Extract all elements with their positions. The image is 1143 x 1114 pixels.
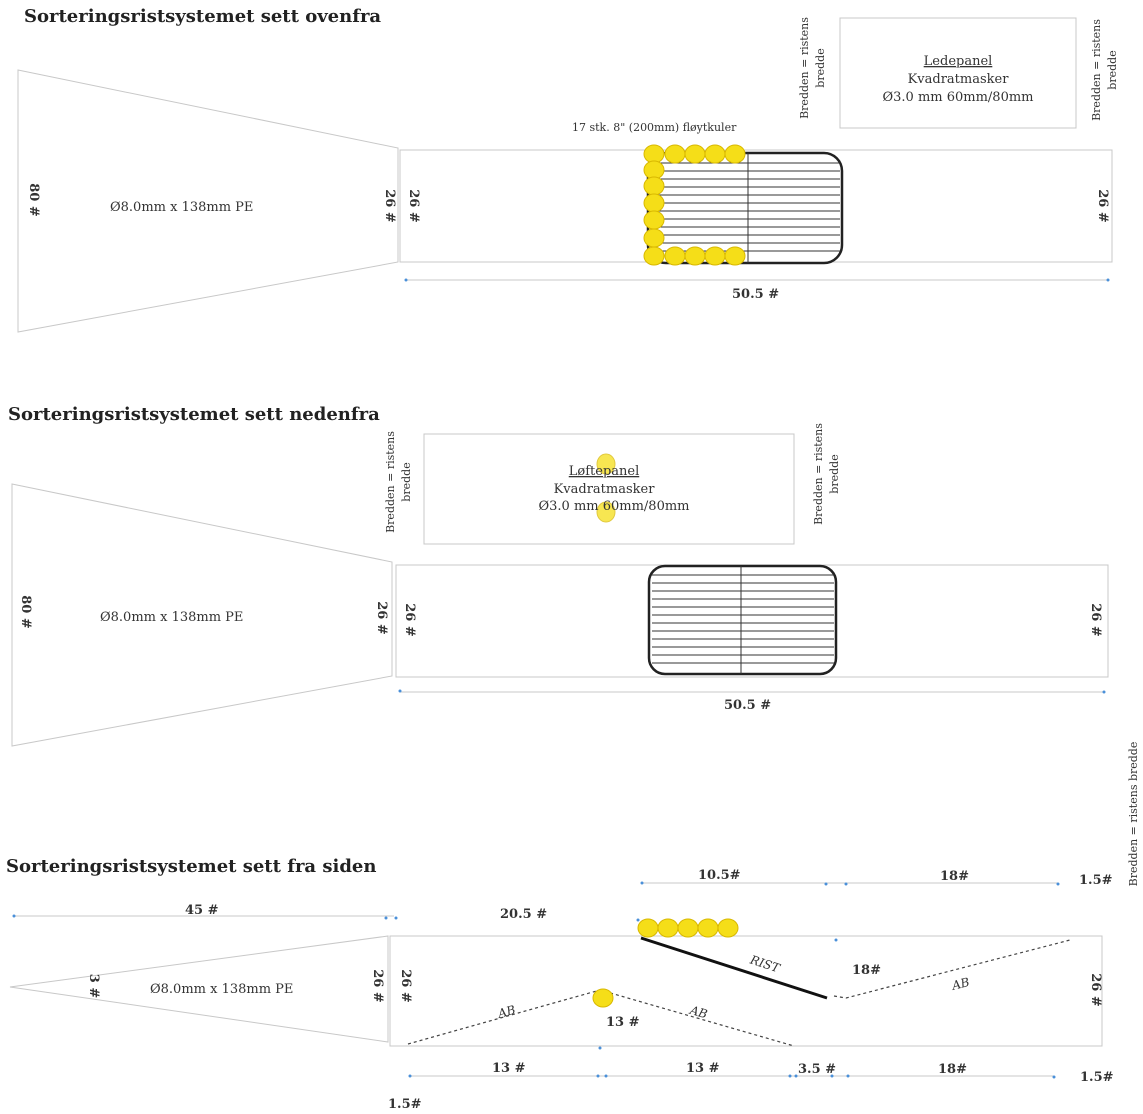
side-dim-1-5-top: 1.5# [1079,873,1113,888]
top-guide-panel [839,17,1077,129]
svg-text:Bredden = ristens: Bredden = ristens [1090,19,1103,121]
bottom-grate [647,564,838,676]
bottom-view-title: Sorteringsristsystemet sett nedenfra [8,404,380,425]
side-dim-18-top: 18# [940,869,969,884]
side-grate-line [640,936,828,1000]
bottom-lift-panel-title: Løftepanel [569,464,639,479]
top-guide-panel-mesh: Kvadratmasker [908,72,1010,87]
bottom-length: 50.5 # [724,698,771,713]
side-dim-1-5-left: 1.5# [388,1097,422,1112]
bottom-grate-bars [652,566,834,674]
svg-text:Bredden = ristens: Bredden = ristens [384,431,397,533]
side-width-note: Bredden = ristens bredde [1127,742,1140,887]
side-ab-middle: AB [687,1003,709,1022]
side-dim-13-mid: 13 # [606,1015,640,1030]
top-floats-label: 17 stk. 8" (200mm) fløytkuler [572,121,737,134]
side-mid-count-left: 26 # [370,969,385,1003]
bottom-mid-count: 26 # [374,601,389,635]
top-width-note-right: Bredden = ristens bredde [1090,19,1119,121]
side-mesh-label: Ø8.0mm x 138mm PE [150,982,293,997]
bottom-section-count-left: 26 # [402,603,417,637]
bottom-lift-panel-mesh: Kvadratmasker [554,482,656,497]
svg-text:Bredden = ristens: Bredden = ristens [798,17,811,119]
top-floats [643,144,746,266]
side-ab-upper-panel [833,939,1071,999]
side-dim-18-bottom: 18# [938,1062,967,1077]
top-mesh-label: Ø8.0mm x 138mm PE [110,200,253,215]
bottom-lift-panel [423,433,795,545]
top-grate [646,151,844,265]
top-left-count: 80 # [26,183,41,217]
side-dim-45: 45 # [185,903,219,918]
top-view: Sorteringsristsystemet sett ovenfra 80 #… [17,6,1119,333]
bottom-float-upper [596,453,616,475]
side-view-title: Sorteringsristsystemet sett fra siden [6,856,376,877]
top-length: 50.5 # [732,287,779,302]
side-floats [637,918,739,938]
side-funnel-section [9,935,389,1043]
svg-text:bredde: bredde [400,462,413,501]
bottom-mesh-label: Ø8.0mm x 138mm PE [100,610,243,625]
side-dim-13-b: 13 # [686,1061,720,1076]
bottom-width-note-left: Bredden = ristens bredde [384,431,413,533]
top-guide-panel-size: Ø3.0 mm 60mm/80mm [882,90,1033,105]
side-mid-count-right: 26 # [398,969,413,1003]
side-right-count: 26 # [1088,973,1103,1007]
side-rist-label: RIST [748,952,783,975]
svg-text:bredde: bredde [828,454,841,493]
side-ab-left: AB [495,1003,517,1022]
bottom-funnel-section [11,483,393,747]
top-funnel-section [17,69,399,333]
top-width-note-left: Bredden = ristens bredde [798,17,827,119]
side-float-bottom [592,988,614,1008]
top-mid-count: 26 # [382,189,397,223]
side-dim-3-5: 3.5 # [798,1062,836,1077]
side-dim-18-mid: 18# [852,963,881,978]
bottom-lift-panel-size: Ø3.0 mm 60mm/80mm [538,499,689,514]
top-guide-panel-title: Ledepanel [924,54,993,69]
side-left-count: 3 # [86,974,101,999]
bottom-width-note-right: Bredden = ristens bredde [812,423,841,525]
top-section-count-left: 26 # [406,189,421,223]
svg-text:Bredden = ristens bredde: Bredden = ristens bredde [1127,742,1140,887]
svg-text:bredde: bredde [1106,50,1119,89]
bottom-float-lower [596,501,616,523]
side-dim-13-a: 13 # [492,1061,526,1076]
top-view-title: Sorteringsristsystemet sett ovenfra [24,6,381,27]
side-dim-1-5-bottom: 1.5# [1080,1070,1114,1085]
svg-text:bredde: bredde [814,48,827,87]
svg-text:Bredden = ristens: Bredden = ristens [812,423,825,525]
side-ab-right: AB [950,975,971,993]
side-dim-10-5: 10.5# [698,868,741,883]
side-dim-20-5: 20.5 # [500,907,547,922]
bottom-section-count-right: 26 # [1088,603,1103,637]
side-view: Sorteringsristsystemet sett fra siden Br… [6,742,1140,1112]
bottom-view: Sorteringsristsystemet sett nedenfra 80 … [8,404,1109,747]
top-section-count-right: 26 # [1095,189,1110,223]
side-grid-section [389,935,1103,1047]
bottom-left-count: 80 # [18,595,33,629]
